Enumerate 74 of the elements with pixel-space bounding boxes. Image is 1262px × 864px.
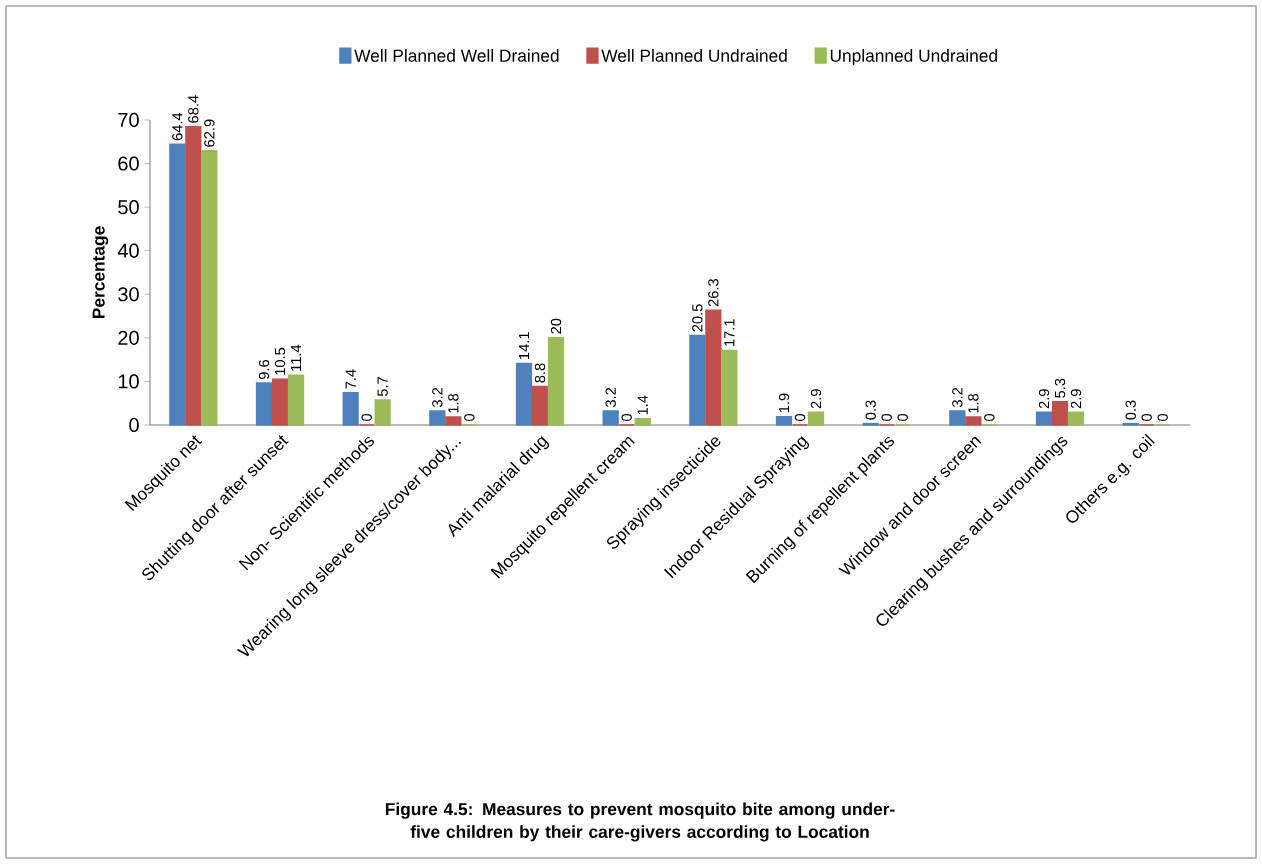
bar xyxy=(721,349,738,426)
text: Figure 4.5: Measures to prevent mosquito bite among under-five children by their care-givers according to Location xyxy=(385,802,895,842)
bar xyxy=(807,411,825,426)
data-label: 0 xyxy=(1157,413,1168,421)
data-label: 1.4 xyxy=(637,395,648,415)
data-label: 0 xyxy=(881,413,892,421)
data-label: 0 xyxy=(361,413,372,421)
data-label: 1.8 xyxy=(448,393,459,413)
bar xyxy=(1051,401,1069,426)
data-label: 64.4 xyxy=(172,112,183,141)
bar xyxy=(547,337,565,426)
bar xyxy=(531,385,549,426)
data-label: 0 xyxy=(794,413,806,421)
bar xyxy=(1035,411,1053,426)
y-tick-label: 30 xyxy=(118,287,139,302)
bar xyxy=(705,309,722,426)
bar xyxy=(949,410,966,426)
data-label: 3.2 xyxy=(952,387,963,408)
bar xyxy=(374,399,391,426)
bar xyxy=(271,378,289,426)
bar xyxy=(634,418,651,426)
legend-label: Well Planned Undrained xyxy=(601,49,787,62)
data-label: 9.6 xyxy=(258,359,270,380)
bar xyxy=(287,374,305,426)
legend-label: Well Planned Well Drained xyxy=(354,49,559,62)
data-label: 0 xyxy=(1141,413,1152,421)
data-label: 20.5 xyxy=(692,304,703,332)
data-label: 5.3 xyxy=(1054,378,1066,398)
data-label: 0.3 xyxy=(1125,400,1136,420)
y-tick-label: 10 xyxy=(118,374,139,389)
bar xyxy=(689,334,706,426)
data-label: 10.5 xyxy=(274,347,286,375)
data-label: 14.1 xyxy=(518,332,530,359)
data-label: 7.4 xyxy=(345,369,356,389)
data-label: 5.7 xyxy=(377,377,388,397)
y-tick-label: 0 xyxy=(129,417,139,433)
data-label: 0 xyxy=(464,413,475,421)
bar xyxy=(201,150,218,426)
data-label: 3.2 xyxy=(432,387,443,408)
data-label: 2.9 xyxy=(1070,389,1082,409)
data-label: 68.4 xyxy=(188,95,199,123)
data-label: 17.1 xyxy=(724,319,735,346)
data-label: 26.3 xyxy=(708,279,719,307)
data-label: 2.9 xyxy=(810,389,822,409)
data-label: 2.9 xyxy=(1038,389,1050,409)
bar xyxy=(445,416,462,426)
bar xyxy=(602,410,619,426)
data-label: 8.8 xyxy=(534,363,546,383)
bar xyxy=(775,415,793,426)
y-tick-label: 50 xyxy=(118,200,139,215)
bar xyxy=(429,410,446,426)
data-label: 62.9 xyxy=(204,119,215,147)
y-tick-label: 20 xyxy=(118,330,139,345)
data-label: 3.2 xyxy=(605,387,616,408)
bar xyxy=(169,143,186,426)
bar xyxy=(1067,411,1085,426)
data-label: 11.4 xyxy=(290,344,302,371)
y-tick-label: 70 xyxy=(118,112,139,128)
data-label: 1.9 xyxy=(778,393,790,413)
bar xyxy=(515,362,533,426)
data-label: 0.3 xyxy=(865,400,876,420)
bar xyxy=(255,382,273,426)
y-tick-label: 40 xyxy=(117,243,139,258)
y-axis-title: Percentage xyxy=(92,226,109,319)
data-label: 0 xyxy=(984,413,995,421)
data-label: 1.8 xyxy=(968,393,979,413)
bar xyxy=(342,391,359,426)
data-label: 20 xyxy=(550,318,562,334)
data-label: 0 xyxy=(621,413,632,421)
data-label: 0 xyxy=(897,413,908,421)
bar xyxy=(965,416,982,426)
y-tick-label: 60 xyxy=(118,156,139,171)
bar xyxy=(185,126,202,426)
legend-label: Unplanned Undrained xyxy=(830,49,997,66)
